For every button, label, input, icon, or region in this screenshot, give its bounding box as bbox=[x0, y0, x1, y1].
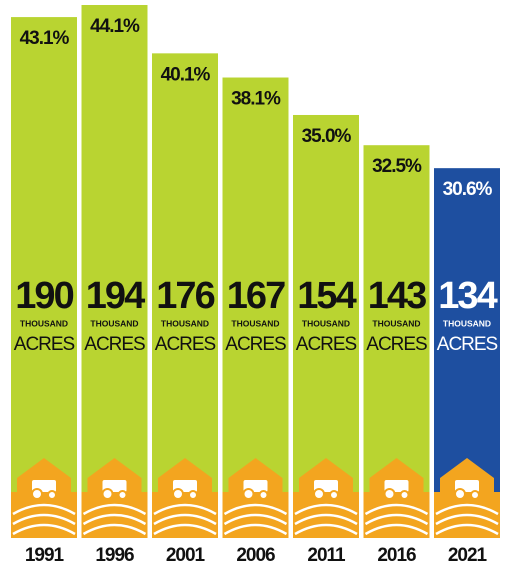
x-tick-label: 2006 bbox=[236, 545, 275, 566]
icon-field bbox=[294, 523, 358, 536]
barn-icon bbox=[363, 458, 430, 538]
barn-icon bbox=[434, 458, 500, 538]
icon-barn bbox=[158, 458, 212, 492]
icon-wheel bbox=[31, 488, 43, 500]
icon-field bbox=[223, 503, 288, 516]
icon-barn bbox=[369, 458, 424, 492]
icon-wheel bbox=[383, 488, 396, 500]
icon-field bbox=[153, 503, 217, 516]
icon-field bbox=[153, 523, 217, 536]
barn-icon bbox=[293, 458, 359, 538]
x-tick-label: 1996 bbox=[95, 545, 134, 566]
icon-field bbox=[82, 503, 147, 516]
acres-value: 176 bbox=[156, 275, 214, 317]
icon-barn bbox=[440, 458, 494, 492]
icon-field bbox=[435, 513, 499, 526]
icon-field bbox=[12, 523, 76, 536]
icon-field bbox=[294, 513, 358, 526]
acres-unit: THOUSAND bbox=[90, 318, 138, 328]
barn-icon bbox=[81, 458, 148, 538]
icon-field bbox=[223, 523, 288, 536]
acres-unit: ACRES bbox=[84, 334, 145, 355]
value-label: 43.1% bbox=[20, 28, 70, 49]
icon-wheel bbox=[172, 488, 184, 500]
acres-value: 190 bbox=[15, 275, 73, 317]
acres-unit: THOUSAND bbox=[443, 318, 491, 328]
icon-field bbox=[435, 523, 499, 536]
acres-unit: THOUSAND bbox=[302, 318, 350, 328]
acres-unit: ACRES bbox=[155, 334, 216, 355]
acres-unit: ACRES bbox=[14, 334, 75, 355]
acres-unit: ACRES bbox=[296, 334, 357, 355]
acres-value: 154 bbox=[297, 275, 356, 317]
acres-unit: THOUSAND bbox=[231, 318, 279, 328]
acres-value: 194 bbox=[86, 275, 145, 317]
value-label: 38.1% bbox=[231, 89, 281, 110]
x-tick-label: 2001 bbox=[166, 545, 206, 566]
value-label: 44.1% bbox=[90, 16, 140, 37]
icon-barn bbox=[228, 458, 283, 492]
icon-wheel bbox=[313, 488, 325, 500]
icon-wheel bbox=[454, 488, 466, 500]
icon-field bbox=[364, 503, 429, 516]
icon-barn bbox=[87, 458, 142, 492]
value-label: 30.6% bbox=[443, 179, 493, 200]
barn-icon bbox=[152, 458, 218, 538]
icon-wheel bbox=[258, 490, 269, 500]
icon-field bbox=[364, 523, 429, 536]
icon-wheel bbox=[101, 488, 114, 500]
value-label: 40.1% bbox=[161, 64, 211, 85]
icon-field bbox=[153, 513, 217, 526]
icon-field bbox=[294, 503, 358, 516]
acres-unit: ACRES bbox=[366, 334, 427, 355]
icon-wheel bbox=[117, 490, 128, 500]
x-tick-label: 2021 bbox=[448, 545, 488, 566]
value-label: 32.5% bbox=[372, 156, 422, 177]
icon-wheel bbox=[399, 490, 410, 500]
icon-wheel bbox=[470, 490, 480, 500]
acres-unit: ACRES bbox=[437, 334, 498, 355]
x-tick-label: 2011 bbox=[307, 545, 346, 566]
barn-icon bbox=[11, 458, 77, 538]
value-label: 35.0% bbox=[302, 126, 352, 147]
icon-field bbox=[223, 513, 288, 526]
icon-barn bbox=[17, 458, 71, 492]
icon-field bbox=[364, 513, 429, 526]
acres-unit: ACRES bbox=[225, 334, 286, 355]
bar bbox=[152, 53, 218, 539]
x-tick-label: 1991 bbox=[25, 545, 65, 566]
icon-wheel bbox=[242, 488, 255, 500]
acres-value: 167 bbox=[227, 275, 285, 317]
icon-field bbox=[12, 503, 76, 516]
bar bbox=[11, 17, 77, 538]
icon-wheel bbox=[47, 490, 57, 500]
icon-barn bbox=[299, 458, 353, 492]
acres-unit: THOUSAND bbox=[20, 318, 68, 328]
icon-wheel bbox=[188, 490, 198, 500]
x-tick-label: 2016 bbox=[377, 545, 416, 566]
acres-value: 143 bbox=[368, 275, 426, 317]
icon-field bbox=[435, 503, 499, 516]
acres-value: 134 bbox=[438, 275, 497, 317]
acres-unit: THOUSAND bbox=[372, 318, 420, 328]
icon-field bbox=[82, 523, 147, 536]
barn-icon bbox=[222, 458, 289, 538]
bar bbox=[81, 5, 148, 538]
icon-field bbox=[12, 513, 76, 526]
acres-unit: THOUSAND bbox=[161, 318, 209, 328]
icon-wheel bbox=[329, 490, 339, 500]
icon-field bbox=[82, 513, 147, 526]
